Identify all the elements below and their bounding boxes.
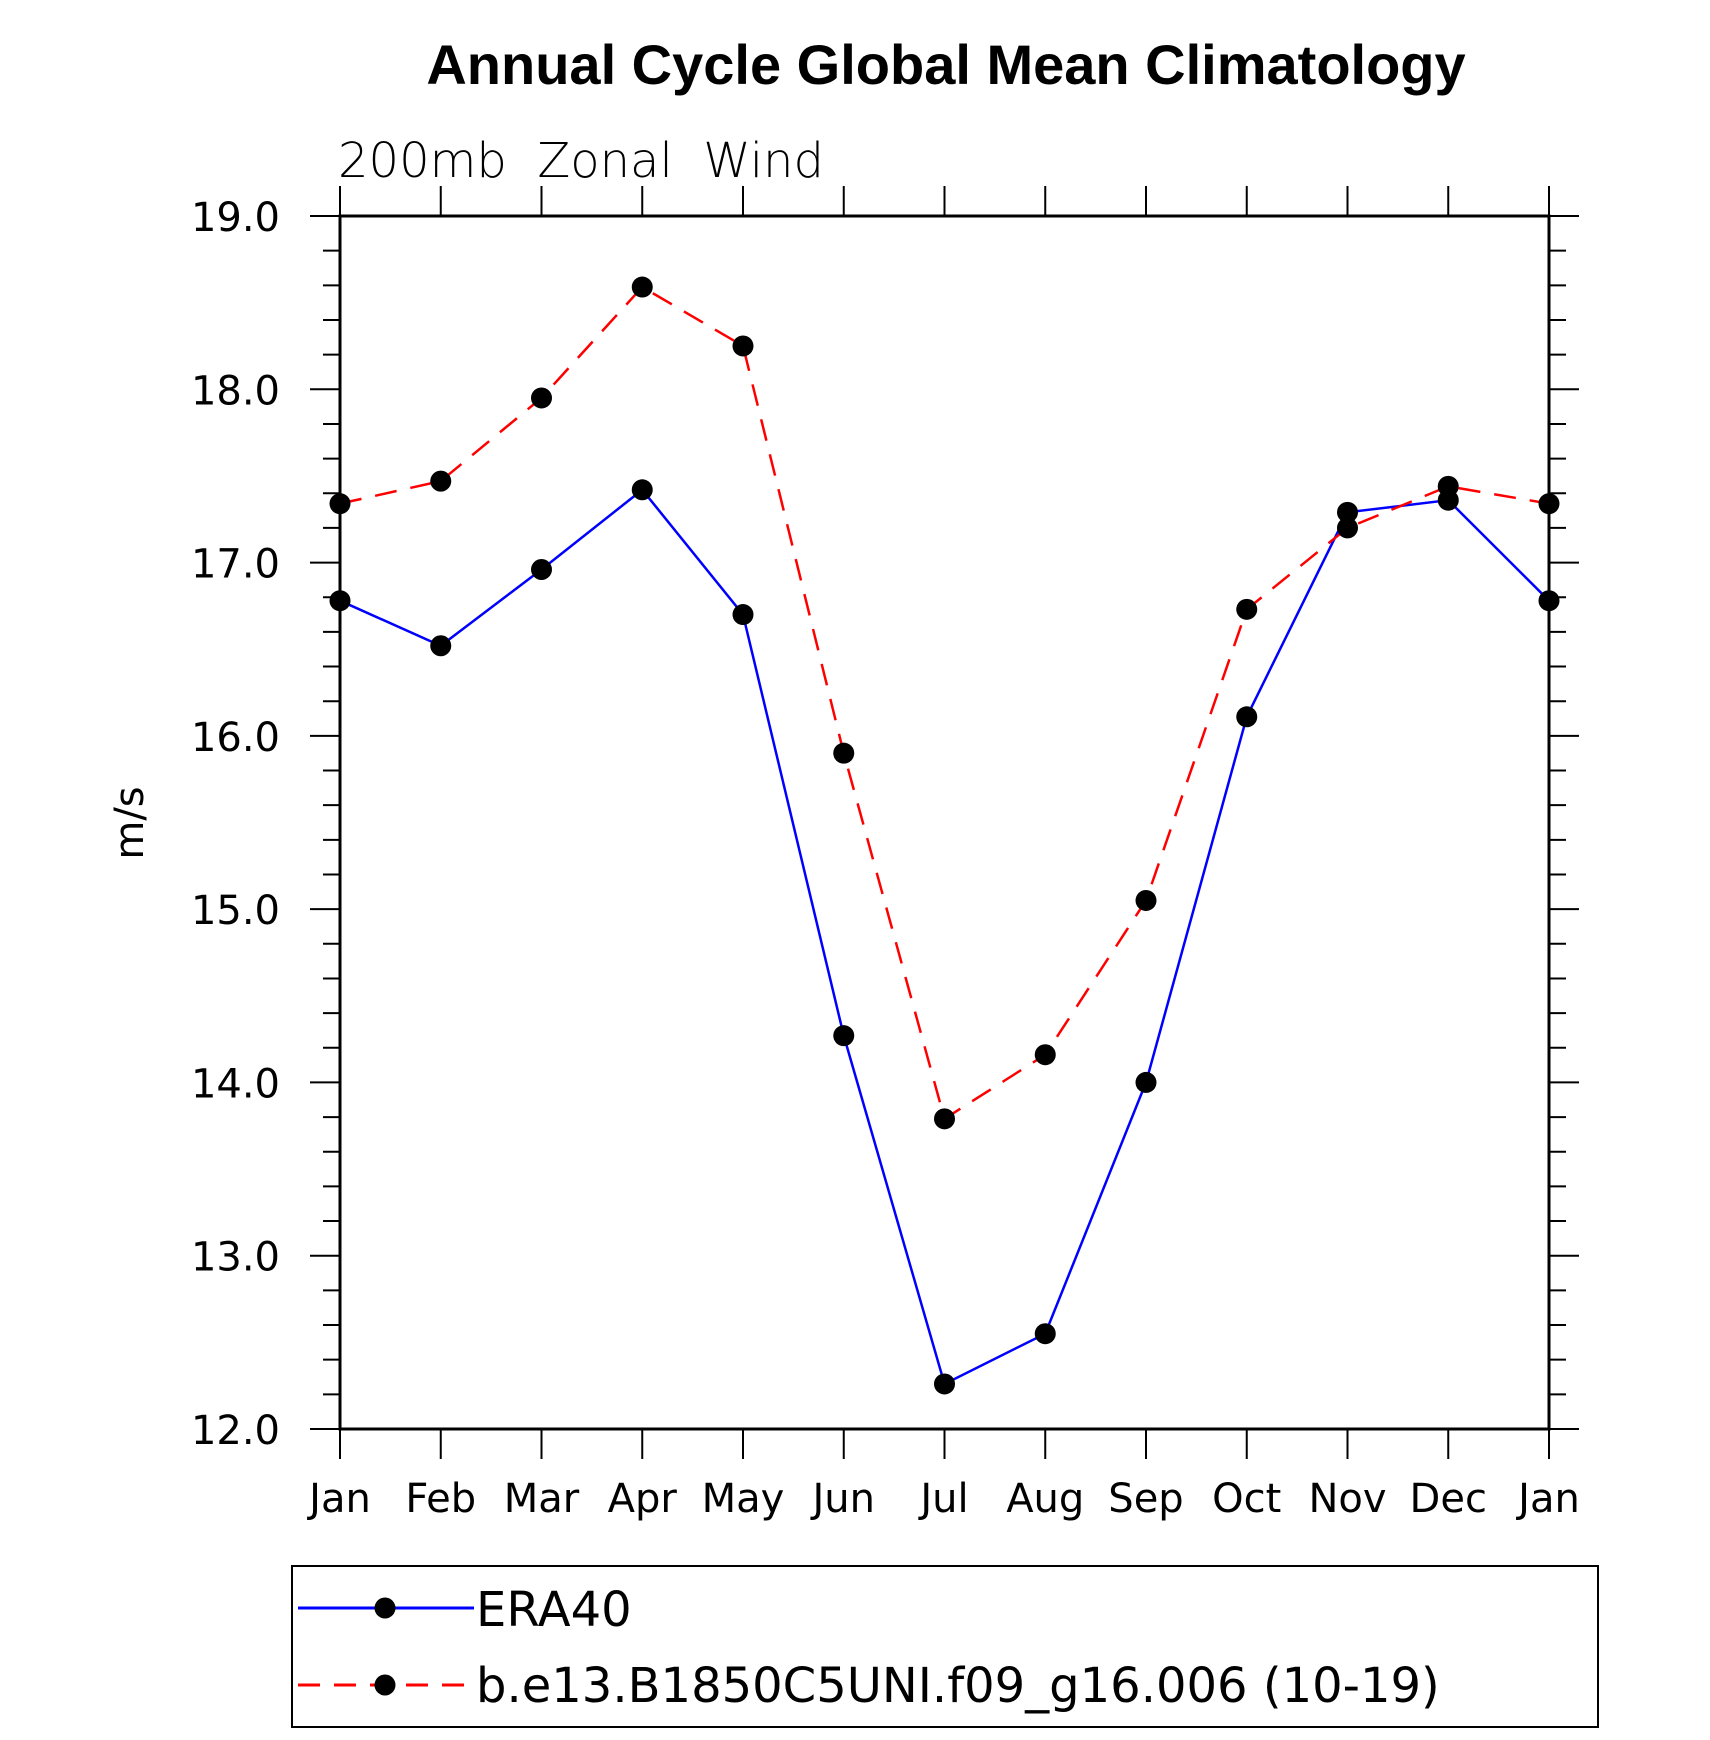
legend-box: [291, 1565, 1599, 1728]
y-tick-label: 19.0: [191, 195, 280, 241]
series-0-point: [732, 604, 754, 626]
series-1-point: [430, 470, 452, 492]
series-0-point: [833, 1025, 855, 1047]
series-1-point: [934, 1108, 955, 1130]
legend-label-era40: ERA40: [476, 1582, 632, 1638]
legend-marker-model: [374, 1674, 396, 1696]
chart-subtitle: 200mb Zonal Wind: [338, 133, 824, 189]
x-tick-label: Oct: [1212, 1476, 1281, 1522]
x-tick-label: Aug: [1006, 1476, 1084, 1522]
y-tick-label: 16.0: [191, 715, 280, 761]
x-tick-label: Jul: [917, 1476, 968, 1522]
series-0-point: [1538, 590, 1560, 612]
series-0-point: [1135, 1071, 1157, 1093]
series-1-point: [631, 276, 653, 298]
x-tick-label: May: [702, 1476, 785, 1522]
series-0-point: [1034, 1323, 1056, 1345]
y-tick-label: 17.0: [191, 542, 280, 588]
series-1-point: [732, 335, 754, 357]
series-1-point: [1034, 1044, 1056, 1066]
y-tick-label: 15.0: [191, 888, 280, 934]
series-0-point: [531, 559, 552, 581]
series-0-point: [631, 479, 653, 501]
series-1-point: [531, 387, 552, 409]
legend: ERA40 b.e13.B1850C5UNI.f09_g16.006 (10-1…: [291, 1565, 1599, 1728]
y-tick-label: 12.0: [191, 1408, 280, 1454]
series-1-point: [833, 742, 855, 764]
x-tick-label: Feb: [405, 1476, 476, 1522]
chart-title: Annual Cycle Global Mean Climatology: [426, 33, 1465, 96]
series-line-1: [339, 285, 1550, 1121]
x-tick-label: Jan: [1515, 1476, 1580, 1522]
series-1-point: [1437, 475, 1459, 497]
series-1-point: [329, 493, 351, 515]
x-tick-label: Jan: [306, 1476, 371, 1522]
y-tick-label: 18.0: [191, 368, 280, 414]
x-tick-label: Sep: [1108, 1476, 1183, 1522]
x-tick-label: Jun: [810, 1476, 876, 1522]
series-0-point: [1236, 706, 1258, 728]
x-axis-ticks: Jan Feb Mar Apr May Jun Jul Aug Sep Oct Nov Dec Jan: [306, 186, 1580, 1522]
y-axis-ticks: 12.0 13.0 14.0 15.0 16.0 17.0 18.0 19.0: [191, 195, 1579, 1454]
series-layer: [329, 276, 1560, 1395]
plot-frame: [338, 214, 1551, 1431]
series-1-point: [1538, 493, 1560, 515]
y-axis-label: m/s: [107, 786, 153, 859]
series-0-point: [329, 590, 351, 612]
series-1-point: [1337, 517, 1358, 539]
series-line-0: [339, 488, 1550, 1386]
series-0-point: [1337, 501, 1358, 523]
x-tick-label: Apr: [608, 1476, 678, 1522]
series-0-point: [430, 635, 452, 657]
series-1-point: [1135, 889, 1157, 911]
legend-marker-era40: [374, 1597, 396, 1619]
x-tick-label: Mar: [504, 1476, 580, 1522]
series-1-point: [1236, 598, 1258, 620]
y-tick-label: 13.0: [191, 1235, 280, 1281]
y-tick-label: 14.0: [191, 1061, 280, 1107]
legend-label-model: b.e13.B1850C5UNI.f09_g16.006 (10-19): [476, 1658, 1440, 1714]
x-tick-label: Dec: [1410, 1476, 1487, 1522]
series-0-point: [934, 1373, 955, 1395]
x-tick-label: Nov: [1308, 1476, 1386, 1522]
